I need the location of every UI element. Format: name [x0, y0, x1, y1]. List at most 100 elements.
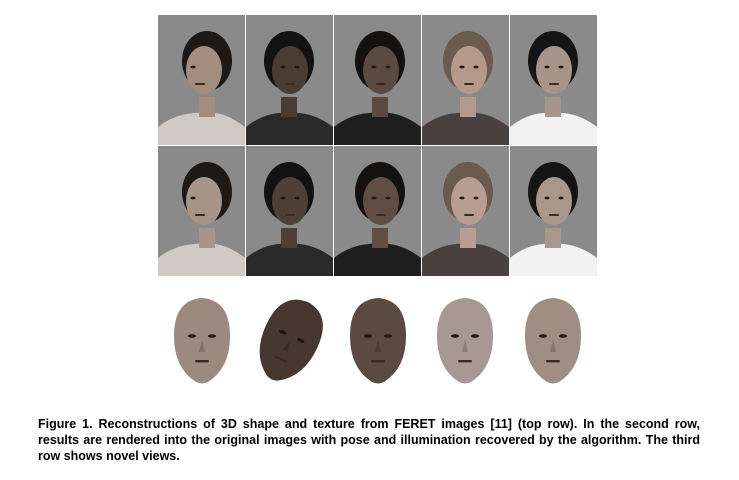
eye: [294, 65, 300, 69]
neck: [372, 228, 388, 248]
portrait-image: [158, 162, 245, 276]
face: [186, 177, 222, 225]
portrait-image: [510, 162, 597, 276]
mouth: [464, 83, 474, 85]
clothing: [158, 112, 245, 145]
mouth: [370, 360, 385, 363]
neck: [545, 228, 561, 248]
neck: [460, 97, 476, 117]
clothing: [510, 112, 597, 145]
clothing: [334, 243, 421, 276]
eye: [294, 196, 300, 200]
eye: [208, 334, 216, 338]
row-original-images: [158, 15, 597, 145]
clothing: [422, 243, 509, 276]
face: [536, 177, 572, 225]
mouth: [458, 360, 473, 363]
mouth: [285, 83, 295, 85]
head-shape: [437, 298, 494, 384]
eye: [459, 196, 465, 200]
face: [363, 177, 399, 225]
eye: [559, 334, 568, 338]
eye: [190, 65, 196, 69]
eye: [473, 65, 479, 69]
mouth: [285, 214, 295, 216]
neck: [372, 97, 388, 117]
clothing: [334, 112, 421, 145]
mouth: [376, 214, 386, 216]
mouth: [546, 360, 561, 363]
face-photo: [510, 15, 597, 145]
face-photo: [510, 146, 597, 276]
neck: [281, 228, 297, 248]
mouth: [464, 214, 474, 216]
eye: [473, 196, 479, 200]
eye: [296, 338, 305, 343]
nose: [550, 340, 557, 352]
face: [363, 46, 399, 94]
head-render: [259, 299, 323, 381]
face-photo: [158, 15, 245, 145]
neck: [460, 228, 476, 248]
eye: [363, 334, 372, 338]
face-photo: [334, 15, 421, 145]
eye: [188, 334, 196, 338]
clothing: [246, 243, 333, 276]
clothing: [246, 112, 333, 145]
nose: [374, 340, 381, 352]
clothing: [158, 243, 245, 276]
face: [451, 46, 487, 94]
eye: [190, 196, 196, 200]
neck: [281, 97, 297, 117]
head-shape: [525, 298, 582, 384]
eye: [280, 65, 286, 69]
portrait-image: [510, 31, 597, 145]
face: [186, 46, 222, 94]
novel-view-render: [334, 290, 422, 390]
portrait-image: [334, 162, 421, 276]
eye: [371, 65, 377, 69]
eye: [539, 334, 548, 338]
figure-caption: Figure 1. Reconstructions of 3D shape an…: [38, 417, 700, 463]
face-image-grid: [158, 15, 597, 276]
clothing: [422, 112, 509, 145]
novel-view-render: [509, 290, 597, 390]
eye: [280, 196, 286, 200]
head-render: [349, 298, 406, 384]
row-rendered-into-originals: [158, 146, 597, 276]
row-novel-views: [158, 290, 597, 390]
mouth: [195, 360, 209, 363]
face-photo: [334, 146, 421, 276]
face-photo: [422, 15, 509, 145]
face: [272, 46, 308, 94]
portrait-image: [158, 31, 245, 145]
nose: [282, 340, 290, 353]
portrait-image: [246, 162, 333, 276]
portrait-image: [246, 31, 333, 145]
head-shape: [174, 298, 230, 384]
eye: [385, 65, 391, 69]
face-photo: [246, 146, 333, 276]
head-render: [437, 298, 494, 384]
novel-view-render: [158, 290, 246, 390]
eye: [383, 334, 392, 338]
mouth: [274, 355, 288, 363]
eye: [371, 196, 377, 200]
novel-view-render: [246, 290, 334, 390]
eye: [459, 65, 465, 69]
mouth: [549, 83, 559, 85]
eye: [544, 196, 550, 200]
face-photo: [158, 146, 245, 276]
head-shape: [259, 299, 323, 381]
eye: [544, 65, 550, 69]
face: [536, 46, 572, 94]
eye: [471, 334, 480, 338]
portrait-image: [334, 31, 421, 145]
mouth: [376, 83, 386, 85]
mouth: [549, 214, 559, 216]
face: [272, 177, 308, 225]
neck: [545, 97, 561, 117]
portrait-image: [422, 31, 509, 145]
nose: [462, 340, 469, 352]
head-shape: [349, 298, 406, 384]
